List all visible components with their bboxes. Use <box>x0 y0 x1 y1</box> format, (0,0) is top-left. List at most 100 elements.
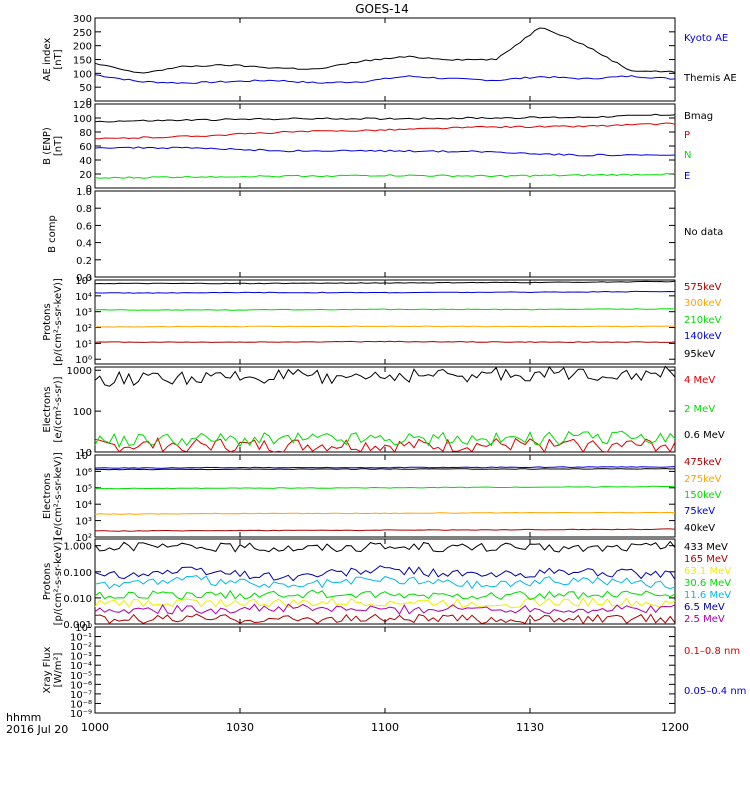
y-tick-label: 200 <box>73 42 92 53</box>
y-tick-label: 150 <box>73 56 92 67</box>
series-line-n <box>94 173 676 179</box>
series-line-e <box>94 146 676 157</box>
y-axis-label: [W/m²] <box>53 652 64 687</box>
legend-0-6-mev: 0.6 MeV <box>684 430 725 441</box>
y-tick-label: 10³ <box>75 517 92 528</box>
y-axis-label: B comp <box>47 215 58 253</box>
y-tick-label: 1000 <box>67 366 92 377</box>
series-line-bmag <box>94 113 676 123</box>
legend-6-5-mev: 6.5 MeV <box>684 602 725 613</box>
y-tick-label: 10⁷ <box>75 451 92 462</box>
y-axis-label: [e/(cm²-s-sr)] <box>53 376 64 442</box>
legend-575kev: 575keV <box>684 282 722 293</box>
y-tick-label: 60 <box>79 142 92 153</box>
y-tick-label: 300 <box>73 14 92 25</box>
panel-electrons_kev: 10² 10³ 10⁴ 10⁵ 10⁶ 10⁷ Electrons [e/(cm²-s-sr-… <box>42 451 722 544</box>
legend-75kev: 75keV <box>684 506 715 517</box>
legend-300kev: 300keV <box>684 298 722 309</box>
y-tick-label: 10² <box>75 324 92 335</box>
legend-165-mev: 165 MeV <box>684 554 728 565</box>
y-tick-label: 120 <box>73 100 92 111</box>
time-unit-label: hhmm <box>6 711 41 724</box>
panel-frame <box>94 103 676 189</box>
y-tick-label: 0 <box>86 97 92 108</box>
y-tick-label: 100 <box>73 69 92 80</box>
legend-30-6-mev: 30.6 MeV <box>684 578 731 589</box>
series-line-4-mev <box>94 436 676 454</box>
y-tick-label: 0 <box>86 184 92 195</box>
y-tick-label: 250 <box>73 28 92 39</box>
panel-frame <box>94 17 676 102</box>
y-tick-label: 10⁴ <box>75 500 92 511</box>
series-line-30-6-mev <box>94 589 676 601</box>
legend-no-data: No data <box>684 227 723 238</box>
series-line-75kev <box>94 466 676 469</box>
y-tick-label: 0.0 <box>76 273 92 284</box>
y-axis-label: [nT] <box>53 136 64 156</box>
series-line-11-6-mev <box>94 575 676 590</box>
series-line-140kev <box>94 290 676 294</box>
panel-bcomp: 0.0 0.2 0.4 0.6 0.8 1.0 B comp No data <box>47 187 723 284</box>
y-axis-label: Protons <box>42 303 53 340</box>
time-axis: 1000 1030 1100 1130 1200 <box>81 721 689 734</box>
y-tick-label: 0.8 <box>76 204 92 215</box>
series-line-kyoto-ae <box>94 74 676 84</box>
legend-433-mev: 433 MeV <box>684 542 728 553</box>
legend-275kev: 275keV <box>684 474 722 485</box>
y-tick-label: 0.010 <box>63 594 92 605</box>
y-tick-label: 10² <box>75 533 92 544</box>
y-tick-label: 100 <box>73 114 92 125</box>
y-tick-label: 0.2 <box>76 256 92 267</box>
panel-bfield: 0 20 40 60 80 100 120 B (ENP) [nT] Bmag PNE <box>42 100 713 195</box>
time-tick-label: 1000 <box>81 721 109 734</box>
series-line-63-1-mev <box>94 597 676 609</box>
legend-95kev: 95keV <box>684 349 715 360</box>
series-line-433-mev <box>94 540 676 553</box>
legend-bmag: Bmag <box>684 111 713 122</box>
y-axis-label: Xray Flux <box>42 646 53 693</box>
legend-2-5-mev: 2.5 MeV <box>684 614 725 625</box>
panel-frame <box>94 190 676 278</box>
legend-40kev: 40keV <box>684 523 715 534</box>
time-tick-label: 1100 <box>371 721 399 734</box>
legend-11-6-mev: 11.6 MeV <box>684 590 731 601</box>
y-tick-label: 10⁻⁸ <box>70 699 92 710</box>
y-tick-label: 20 <box>79 170 92 181</box>
y-tick-label: 10⁶ <box>75 467 92 478</box>
y-axis-label: [nT] <box>53 49 64 69</box>
panel-protons_mev: 0.001 0.010 0.100 1.000 Protons [p/(cm²-s-sr-… <box>42 538 731 631</box>
y-tick-label: 10⁻³ <box>70 652 92 663</box>
series-line-6-5-mev <box>94 565 676 582</box>
y-tick-label: 10⁵ <box>75 484 92 495</box>
panel-frame <box>94 626 676 714</box>
y-axis-label: Electrons <box>42 473 53 519</box>
y-tick-label: 10 <box>79 448 92 459</box>
y-axis-label: AE index <box>42 38 53 82</box>
legend-150kev: 150keV <box>684 490 722 501</box>
legend-2-mev: 2 MeV <box>684 404 715 415</box>
series-line-300kev <box>94 325 676 328</box>
series-line-575kev <box>94 340 676 343</box>
y-tick-label: 80 <box>79 128 92 139</box>
series-line-475kev <box>94 528 676 532</box>
panel-ae: 0 50 100 150 200 250 300 AE index [nT] Kyoto AE Th… <box>42 14 737 108</box>
y-tick-label: 0.100 <box>63 568 92 579</box>
legend-210kev: 210keV <box>684 315 722 326</box>
y-tick-label: 10⁻² <box>70 642 92 653</box>
legend-0-1-0-8-nm: 0.1–0.8 nm <box>684 646 740 657</box>
y-tick-label: 0.6 <box>76 221 92 232</box>
legend-475kev: 475keV <box>684 457 722 468</box>
legend-p: P <box>684 130 690 141</box>
date-label: 2016 Jul 20 <box>6 723 68 736</box>
y-tick-label: 50 <box>79 83 92 94</box>
y-tick-label: 10⁵ <box>75 276 92 287</box>
y-tick-label: 10⁻⁷ <box>70 690 92 701</box>
y-tick-label: 10⁰ <box>75 355 92 366</box>
time-tick-label: 1030 <box>226 721 254 734</box>
series-line-2-5-mev <box>94 603 676 616</box>
y-axis-label: [p/(cm²-s-sr-keV)] <box>53 538 64 626</box>
y-tick-label: 0.001 <box>63 620 92 631</box>
y-tick-label: 100 <box>73 407 92 418</box>
